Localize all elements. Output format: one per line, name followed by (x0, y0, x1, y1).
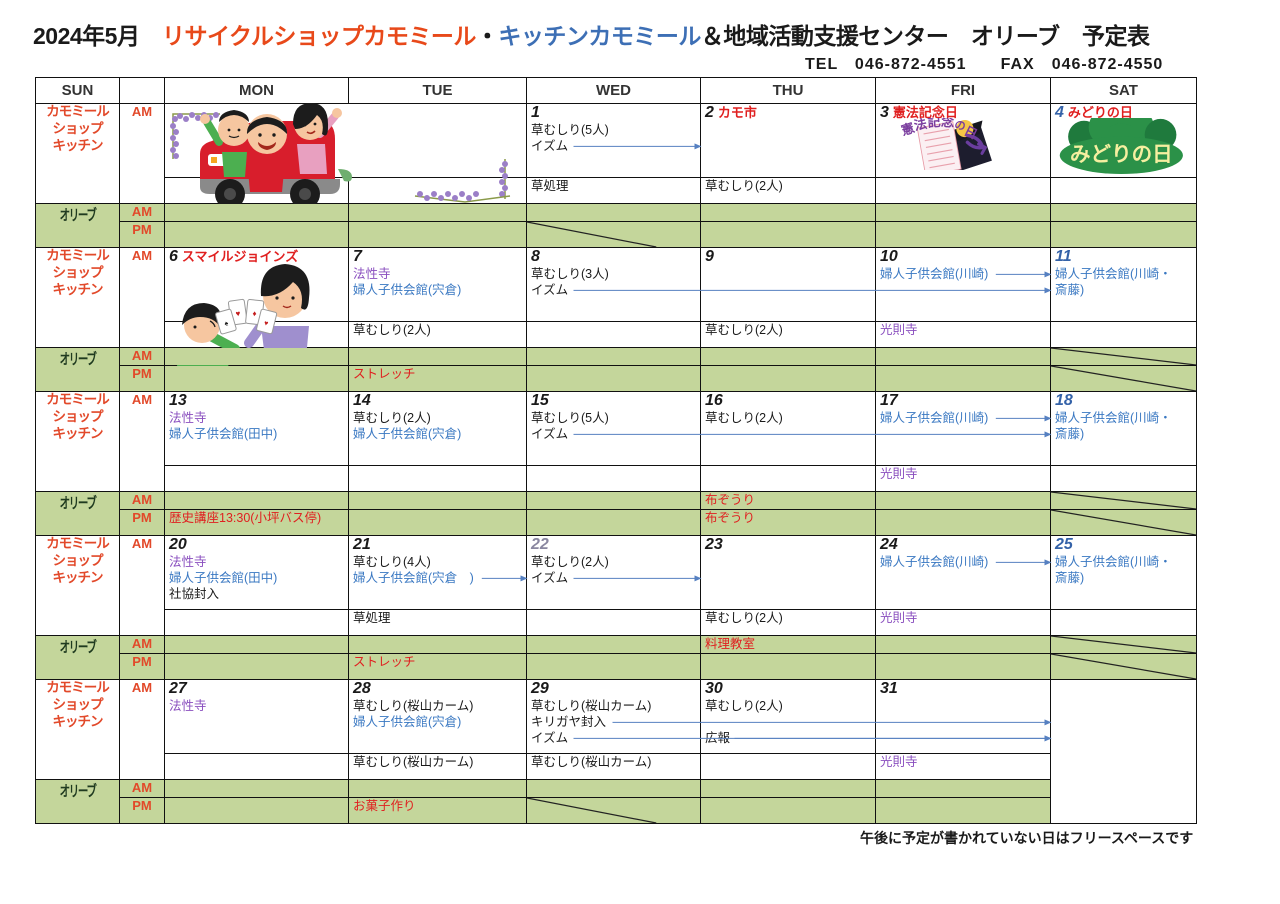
svg-text:記: 記 (927, 118, 941, 130)
svg-text:みどりの日: みどりの日 (1070, 143, 1173, 166)
svg-text:法: 法 (913, 118, 929, 133)
svg-text:念: 念 (940, 118, 955, 130)
